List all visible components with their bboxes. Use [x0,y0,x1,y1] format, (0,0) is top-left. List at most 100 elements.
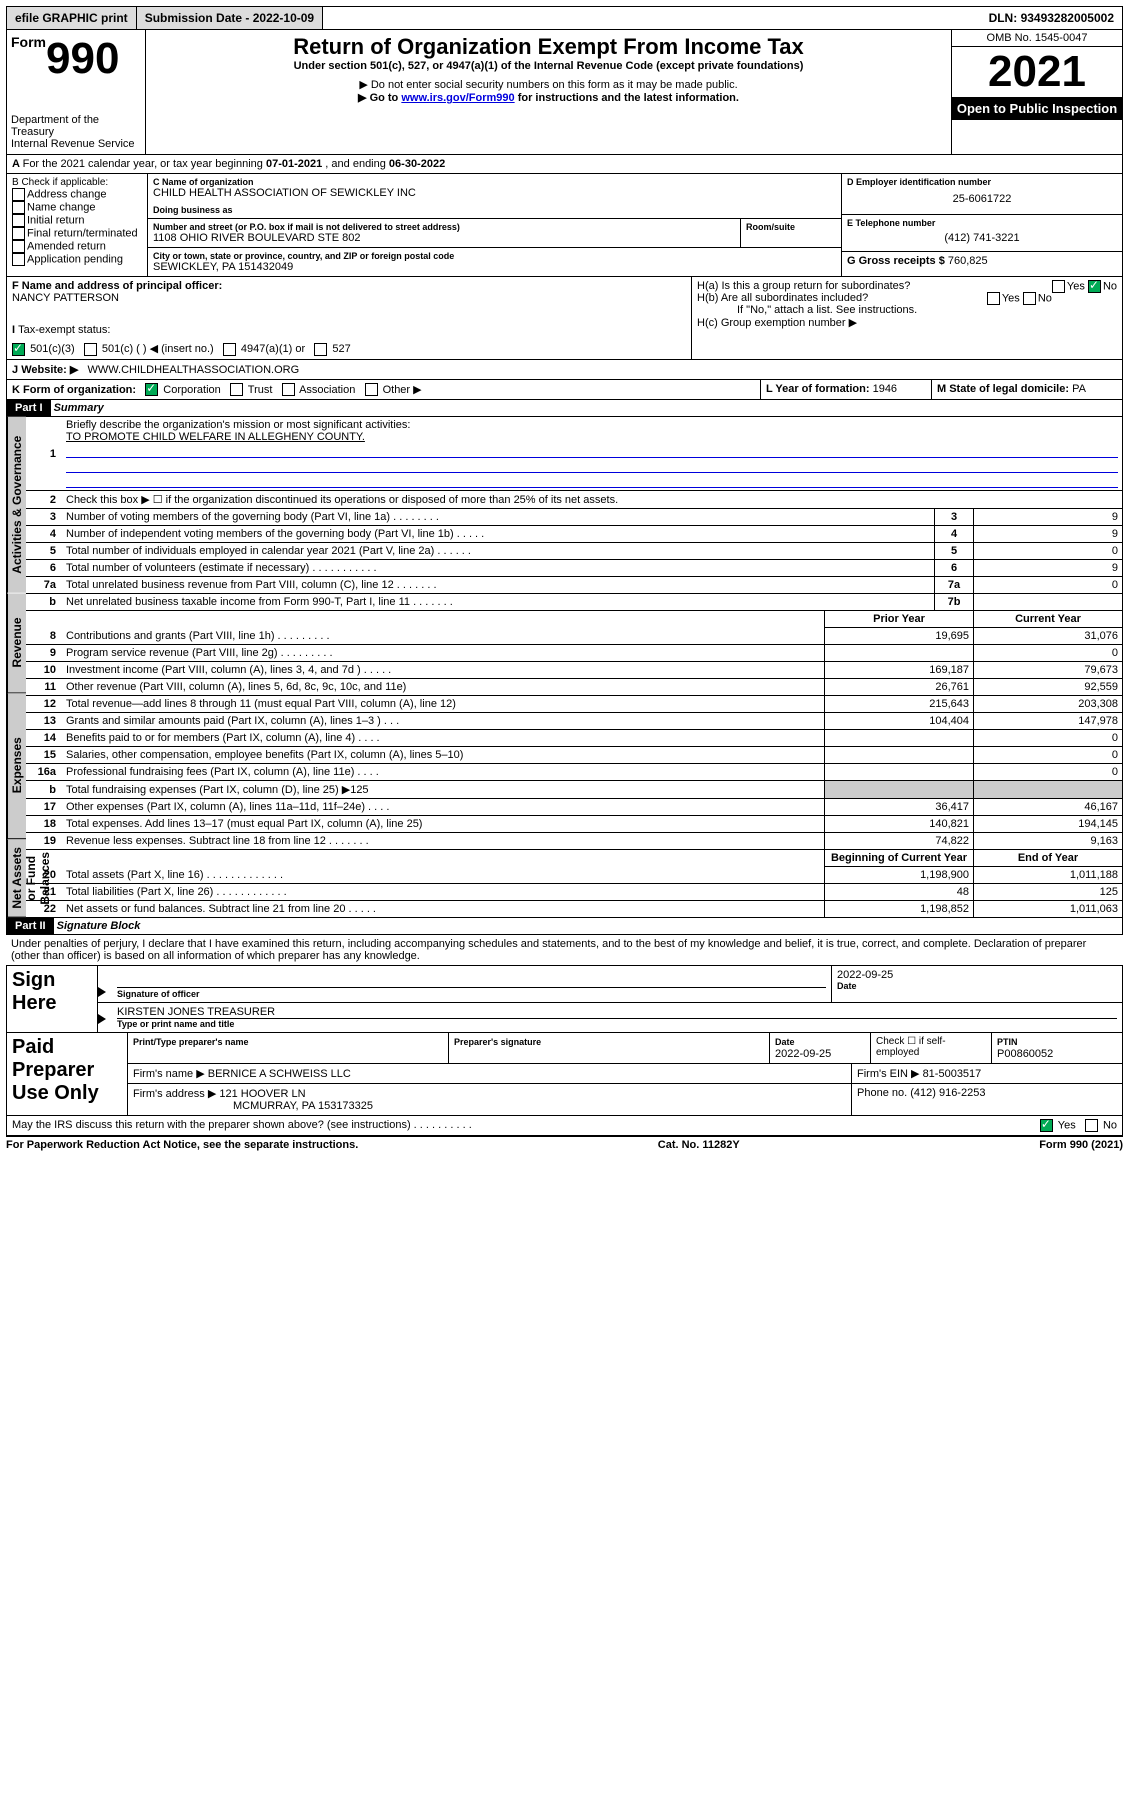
sig-officer-label: Signature of officer [117,989,826,999]
chk-name-change[interactable]: Name change [12,201,142,214]
omb-number: OMB No. 1545-0047 [952,30,1122,47]
firm-name-label: Firm's name ▶ [133,1068,205,1080]
hb-yes[interactable] [987,292,1000,305]
may-discuss-q: May the IRS discuss this return with the… [12,1119,1040,1132]
triangle-icon [98,987,106,997]
net-row: 22Net assets or fund balances. Subtract … [26,901,1122,918]
sub-date-val: 2022-10-09 [253,11,314,25]
chk-4947[interactable] [223,343,236,356]
footer-mid: Cat. No. 11282Y [658,1139,740,1151]
chk-address-change[interactable]: Address change [12,188,142,201]
ein-label: D Employer identification number [847,177,1117,187]
chk-corp[interactable] [145,383,158,396]
chk-trust[interactable] [230,383,243,396]
netassets-table: Beginning of Current YearEnd of Year 20T… [26,850,1122,917]
irs-link[interactable]: www.irs.gov/Form990 [401,92,514,104]
chk-final-return[interactable]: Final return/terminated [12,227,142,240]
subtitle-2: ▶ Do not enter social security numbers o… [150,78,947,91]
ptin-label: PTIN [997,1037,1018,1047]
col-prior: Prior Year [825,611,974,628]
website-label: Website: ▶ [21,364,78,376]
open-inspection: Open to Public Inspection [952,97,1122,120]
org-city: SEWICKLEY, PA 151432049 [153,261,836,273]
part2-title: Signature Block [57,920,141,932]
phone-val: (412) 741-3221 [847,228,1117,248]
form-990-num: 990 [46,34,119,83]
gov-row: 7aTotal unrelated business revenue from … [26,577,1122,594]
sig-name: KIRSTEN JONES TREASURER [117,1006,1117,1019]
perjury-declaration: Under penalties of perjury, I declare th… [6,935,1123,965]
chk-other[interactable] [365,383,378,396]
part1-tag: Part I [7,400,51,416]
k-l-m-row: K Form of organization: Corporation Trus… [6,380,1123,401]
gov-row: bNet unrelated business taxable income f… [26,594,1122,611]
firm-name: BERNICE A SCHWEISS LLC [208,1068,351,1080]
form-header: Form990 Department of the Treasury Inter… [6,30,1123,155]
officer-label: F Name and address of principal officer: [12,280,222,292]
subtitle-1: Under section 501(c), 527, or 4947(a)(1)… [150,60,947,72]
sig-name-label: Type or print name and title [117,1019,1117,1029]
form-title: Return of Organization Exempt From Incom… [150,34,947,60]
vlabel-revenue: Revenue [7,593,26,693]
linea-text-b: , and ending [322,158,389,170]
may-discuss-row: May the IRS discuss this return with the… [6,1116,1123,1136]
prep-date: 2022-09-25 [775,1048,831,1060]
gross-label: G Gross receipts $ [847,255,945,267]
sign-here-label: Sign Here [7,966,98,1032]
officer-name: NANCY PATTERSON [12,292,119,304]
website-link[interactable]: WWW.CHILDHEALTHASSOCIATION.ORG [88,364,300,376]
gov-row: 4Number of independent voting members of… [26,526,1122,543]
prep-selfemp: Check ☐ if self-employed [871,1033,992,1063]
may-no[interactable] [1085,1119,1098,1132]
triangle-icon [98,1014,106,1024]
paid-preparer-block: Paid Preparer Use Only Print/Type prepar… [6,1033,1123,1116]
chk-501c[interactable] [84,343,97,356]
exp-row: 13Grants and similar amounts paid (Part … [26,713,1122,730]
vlabel-netassets: Net Assets or Fund Balances [7,840,26,918]
ein-val: 25-6061722 [847,187,1117,211]
linea-begin: 07-01-2021 [266,158,322,170]
exp-row: 15Salaries, other compensation, employee… [26,747,1122,764]
form-prefix: Form [11,34,46,50]
hb-no[interactable] [1023,292,1036,305]
governance-table: 1 Briefly describe the organization's mi… [26,417,1122,611]
entity-block: B Check if applicable: Address change Na… [6,174,1123,277]
l1-text: Briefly describe the organization's miss… [66,419,410,431]
linea-end: 06-30-2022 [389,158,445,170]
org-street: 1108 OHIO RIVER BOULEVARD STE 802 [153,232,735,244]
box-c-name-label: C Name of organization [153,177,836,187]
street-label: Number and street (or P.O. box if mail i… [153,222,735,232]
footer-left: For Paperwork Reduction Act Notice, see … [6,1139,358,1151]
exp-row: 14Benefits paid to or for members (Part … [26,730,1122,747]
line-a: A For the 2021 calendar year, or tax yea… [6,155,1123,174]
h-b: H(b) Are all subordinates included? Yes … [697,292,1117,304]
col-begin: Beginning of Current Year [825,850,974,867]
prep-name-label: Print/Type preparer's name [133,1037,249,1047]
col-current: Current Year [974,611,1123,628]
phone-label: E Telephone number [847,218,1117,228]
may-yes[interactable] [1040,1119,1053,1132]
ha-yes[interactable] [1052,280,1065,293]
ha-no[interactable] [1088,280,1101,293]
rev-row: 10Investment income (Part VIII, column (… [26,662,1122,679]
exp-row: 18Total expenses. Add lines 13–17 (must … [26,816,1122,833]
efile-print-btn[interactable]: efile GRAPHIC print [7,7,137,29]
tax-exempt-label: Tax-exempt status: [18,324,110,336]
submission-date: Submission Date - 2022-10-09 [137,7,323,29]
sig-date-label: Date [837,981,1117,991]
page-footer: For Paperwork Reduction Act Notice, see … [6,1136,1123,1151]
sub3-a: ▶ Go to [358,92,401,104]
chk-initial-return[interactable]: Initial return [12,214,142,227]
chk-501c3[interactable] [12,343,25,356]
dln-val: 93493282005002 [1021,11,1114,25]
form-number: Form990 [11,34,141,84]
sub3-b: for instructions and the latest informat… [515,92,739,104]
chk-amended[interactable]: Amended return [12,240,142,253]
revenue-table: Prior YearCurrent Year 8Contributions an… [26,611,1122,713]
vlabel-governance: Activities & Governance [7,417,26,593]
chk-assoc[interactable] [282,383,295,396]
chk-app-pending[interactable]: Application pending [12,253,142,266]
dln: DLN: 93493282005002 [981,7,1122,29]
chk-527[interactable] [314,343,327,356]
prep-date-label: Date [775,1037,795,1047]
